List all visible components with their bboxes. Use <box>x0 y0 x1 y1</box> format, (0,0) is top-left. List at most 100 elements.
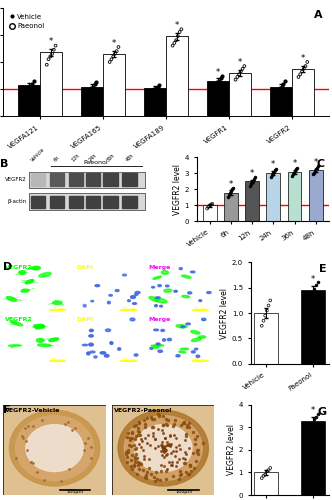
Point <box>206 203 211 211</box>
Point <box>308 421 313 429</box>
Point <box>247 182 252 190</box>
Ellipse shape <box>174 290 177 292</box>
Bar <box>254 472 278 495</box>
Text: 20μm: 20μm <box>193 306 207 312</box>
Ellipse shape <box>118 348 121 350</box>
Bar <box>301 290 325 364</box>
Ellipse shape <box>100 352 106 354</box>
Point <box>270 170 276 177</box>
Ellipse shape <box>132 302 136 304</box>
Point <box>230 186 235 194</box>
Bar <box>50 196 64 208</box>
Ellipse shape <box>191 330 200 334</box>
Ellipse shape <box>191 271 195 273</box>
Text: *: * <box>314 158 318 167</box>
Ellipse shape <box>207 292 211 294</box>
Point <box>261 472 266 480</box>
Point <box>251 175 256 183</box>
Point <box>53 42 58 50</box>
Point <box>207 202 212 210</box>
Text: 12h: 12h <box>71 152 81 162</box>
Text: *: * <box>311 274 315 283</box>
Text: *: * <box>216 68 220 77</box>
Point <box>296 73 301 81</box>
Point <box>259 322 264 330</box>
Point <box>208 200 214 208</box>
Text: 100μm: 100μm <box>175 489 193 494</box>
Point <box>268 172 274 180</box>
Ellipse shape <box>135 292 140 294</box>
Point <box>205 204 210 212</box>
Point <box>208 202 213 209</box>
Ellipse shape <box>161 330 164 332</box>
Bar <box>103 196 118 208</box>
Ellipse shape <box>192 338 201 342</box>
Ellipse shape <box>150 348 153 350</box>
Text: *: * <box>238 58 242 68</box>
Point <box>313 167 318 175</box>
Ellipse shape <box>9 344 21 346</box>
Ellipse shape <box>19 270 26 274</box>
Bar <box>166 36 188 117</box>
Point <box>24 88 29 96</box>
Point <box>311 416 317 424</box>
Ellipse shape <box>191 351 195 353</box>
Ellipse shape <box>182 296 190 298</box>
Bar <box>122 196 137 208</box>
Point <box>264 468 270 475</box>
Point <box>240 65 245 73</box>
Point <box>109 56 114 64</box>
Text: G: G <box>317 406 326 416</box>
Ellipse shape <box>39 272 51 277</box>
Ellipse shape <box>149 296 159 302</box>
Point <box>250 176 255 184</box>
Point <box>155 82 160 90</box>
Point <box>290 170 296 178</box>
Bar <box>301 420 325 495</box>
Point <box>283 77 288 85</box>
Point <box>22 90 27 98</box>
Ellipse shape <box>83 304 86 307</box>
Text: E: E <box>319 264 326 274</box>
Point <box>269 171 275 179</box>
Point <box>268 296 273 304</box>
Text: *: * <box>292 160 297 168</box>
Point <box>263 312 268 320</box>
Text: β-actin: β-actin <box>7 199 27 204</box>
Bar <box>31 174 45 186</box>
Bar <box>267 172 280 222</box>
Text: *: * <box>301 54 305 63</box>
Point <box>273 164 279 172</box>
Text: *: * <box>250 169 254 178</box>
Ellipse shape <box>118 410 208 486</box>
Point <box>174 36 179 44</box>
Ellipse shape <box>155 297 160 298</box>
Point <box>172 39 177 47</box>
Text: VEGFR2: VEGFR2 <box>5 265 33 270</box>
Point <box>261 316 266 324</box>
Ellipse shape <box>38 324 45 328</box>
Ellipse shape <box>36 325 42 329</box>
Text: C: C <box>317 159 325 169</box>
Text: VEGFR2-Vehicle: VEGFR2-Vehicle <box>5 408 61 412</box>
Point <box>306 424 312 432</box>
Bar <box>144 88 166 117</box>
Ellipse shape <box>176 354 180 357</box>
FancyBboxPatch shape <box>30 193 145 210</box>
Point <box>29 80 35 88</box>
Ellipse shape <box>161 270 169 274</box>
Text: 20μm: 20μm <box>122 358 136 364</box>
Ellipse shape <box>198 336 206 338</box>
Bar <box>229 73 251 117</box>
Point <box>231 184 236 192</box>
Ellipse shape <box>155 304 157 307</box>
Bar <box>40 52 62 116</box>
Text: B: B <box>0 159 9 169</box>
Bar <box>254 313 278 364</box>
Text: VEGFR2: VEGFR2 <box>5 178 27 182</box>
Point <box>170 42 175 50</box>
Bar <box>122 174 137 186</box>
Point <box>308 293 313 301</box>
Point <box>238 68 243 76</box>
Ellipse shape <box>38 344 51 346</box>
